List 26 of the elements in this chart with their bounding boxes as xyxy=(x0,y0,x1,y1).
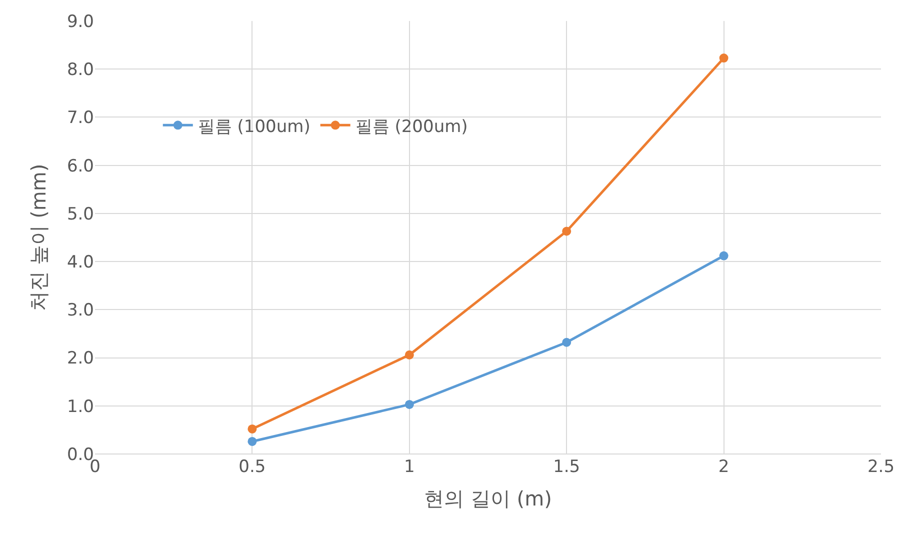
x-tick-label: 0.5 xyxy=(238,457,266,477)
y-tick-label: 1.0 xyxy=(66,396,94,417)
x-tick-label: 1 xyxy=(404,457,415,477)
y-tick-label: 4.0 xyxy=(66,252,94,273)
legend-label: 필름 (100um) xyxy=(198,116,310,137)
x-tick-label: 2.5 xyxy=(867,457,895,477)
x-tick-label: 2 xyxy=(718,457,730,477)
y-tick-label: 2.0 xyxy=(66,348,94,369)
y-tick-label: 8.0 xyxy=(66,60,94,80)
point xyxy=(562,338,572,347)
point xyxy=(562,226,572,236)
x-tick-label: 1.5 xyxy=(553,457,580,477)
y-tick-label: 3.0 xyxy=(66,300,94,321)
point xyxy=(404,400,414,409)
y-tick-label: 7.0 xyxy=(66,108,94,128)
point xyxy=(719,251,728,260)
x-axis-title: 현의 길이 (m) xyxy=(424,486,552,510)
y-tick-label: 6.0 xyxy=(66,156,94,176)
y-tick-label: 9.0 xyxy=(66,12,94,32)
y-axis-title: 처진 높이 (mm) xyxy=(26,164,50,312)
legend-label: 필름 (200um) xyxy=(355,116,468,137)
point xyxy=(719,54,728,63)
point xyxy=(248,436,257,446)
point xyxy=(404,350,414,360)
point xyxy=(248,424,257,434)
y-tick-label: 5.0 xyxy=(66,204,94,224)
